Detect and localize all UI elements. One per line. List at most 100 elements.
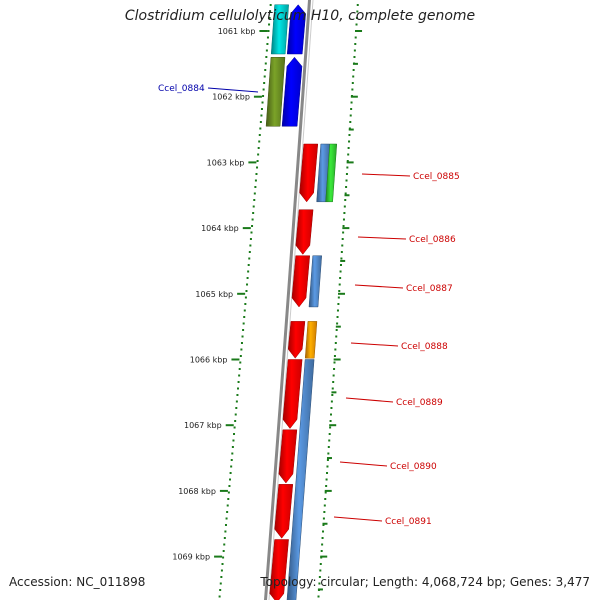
ring-dot bbox=[340, 251, 343, 253]
ring-dot bbox=[254, 179, 257, 182]
ring-dot bbox=[330, 407, 333, 409]
ring-dot bbox=[259, 127, 262, 130]
gene-label[interactable]: Ccel_0888 bbox=[401, 342, 448, 352]
ring-dot bbox=[223, 543, 226, 546]
gene-feature-red[interactable] bbox=[291, 255, 311, 308]
gene-label[interactable]: Ccel_0891 bbox=[385, 517, 432, 527]
ring-dot bbox=[329, 426, 332, 429]
ring-dot bbox=[246, 283, 249, 286]
tick-label: 1067 kbp bbox=[184, 421, 222, 430]
ring-dot bbox=[229, 472, 232, 474]
ring-dot bbox=[346, 160, 349, 162]
tick-mark bbox=[335, 325, 341, 328]
ring-dot bbox=[347, 147, 350, 149]
backbone-line bbox=[263, 0, 312, 600]
ring-dot bbox=[220, 569, 223, 572]
ring-dot bbox=[219, 589, 222, 591]
ring-dot bbox=[318, 582, 321, 585]
gene-feature-red[interactable] bbox=[299, 143, 319, 203]
ring-dot bbox=[350, 101, 353, 104]
ring-dot bbox=[325, 485, 328, 487]
ring-dot bbox=[222, 556, 225, 559]
callout-line bbox=[361, 173, 411, 177]
ring-dot bbox=[328, 439, 331, 442]
ring-dot bbox=[349, 114, 352, 117]
tick-label: 1068 kbp bbox=[178, 487, 216, 496]
ring-dot bbox=[238, 374, 241, 377]
tick-mark bbox=[344, 194, 350, 197]
ring-dot bbox=[333, 368, 336, 370]
gene-label[interactable]: Ccel_0887 bbox=[406, 284, 453, 294]
gene-label[interactable]: Ccel_0884 bbox=[158, 84, 205, 94]
gene-feature-red[interactable] bbox=[278, 429, 298, 484]
ring-dot bbox=[322, 517, 325, 520]
ring-dot bbox=[255, 173, 258, 175]
ring-dot bbox=[237, 387, 240, 390]
ring-dot bbox=[229, 478, 232, 481]
gene-label[interactable]: Ccel_0885 bbox=[413, 172, 460, 182]
gene-feature-steelblue[interactable] bbox=[286, 359, 315, 600]
ring-dot bbox=[332, 381, 335, 383]
tick-mark bbox=[346, 161, 354, 164]
ring-dot bbox=[324, 491, 327, 494]
gene-features bbox=[265, 4, 338, 600]
ring-dot bbox=[230, 459, 233, 461]
gene-feature-olive[interactable] bbox=[265, 57, 286, 127]
tick-mark bbox=[350, 95, 358, 98]
ring-dot bbox=[249, 238, 252, 240]
ring-dot bbox=[334, 348, 337, 351]
ring-dot bbox=[240, 348, 243, 351]
ring-dot bbox=[322, 530, 325, 533]
callout-line bbox=[345, 397, 394, 403]
ring-dot bbox=[235, 400, 238, 403]
gene-feature-blue[interactable] bbox=[286, 4, 306, 55]
ring-dot bbox=[231, 452, 234, 455]
gene-feature-orange[interactable] bbox=[304, 321, 318, 359]
ring-dot bbox=[241, 335, 244, 338]
tick-label: 1061 kbp bbox=[218, 27, 256, 36]
gene-label[interactable]: Ccel_0886 bbox=[409, 235, 456, 245]
ring-dot bbox=[352, 69, 355, 71]
ring-dot bbox=[243, 309, 246, 312]
gene-label[interactable]: Ccel_0889 bbox=[396, 398, 443, 408]
ring-dot bbox=[336, 322, 339, 325]
ring-dot bbox=[348, 140, 351, 143]
ring-dot bbox=[354, 43, 357, 45]
ring-dot bbox=[262, 95, 265, 97]
callout-line bbox=[207, 87, 259, 93]
ring-dot bbox=[339, 277, 342, 279]
gene-feature-steelblue[interactable] bbox=[308, 255, 323, 308]
gene-feature-red[interactable] bbox=[269, 539, 289, 600]
tick-mark bbox=[324, 489, 332, 492]
ring-dot bbox=[226, 504, 229, 507]
tick-mark bbox=[333, 358, 341, 361]
ring-dot bbox=[249, 244, 252, 247]
ring-dot bbox=[327, 452, 330, 455]
gene-feature-blue[interactable] bbox=[281, 56, 303, 127]
gene-feature-cyan[interactable] bbox=[270, 4, 289, 55]
tick-mark bbox=[326, 457, 332, 460]
gene-feature-red[interactable] bbox=[295, 209, 314, 255]
ring-dot bbox=[265, 56, 268, 58]
ring-dot bbox=[242, 329, 245, 331]
ring-dot bbox=[325, 478, 328, 481]
map-title: Clostridium cellulolyticum H10, complete… bbox=[124, 8, 476, 24]
ring-dot bbox=[239, 361, 242, 364]
ring-dot bbox=[345, 179, 348, 182]
gene-feature-green[interactable] bbox=[325, 143, 338, 203]
ring-dot bbox=[343, 205, 346, 208]
gene-feature-red[interactable] bbox=[287, 321, 306, 359]
ring-dot bbox=[264, 62, 267, 65]
ring-dot bbox=[317, 595, 320, 598]
gene-label[interactable]: Ccel_0890 bbox=[390, 462, 437, 472]
ring-dot bbox=[239, 355, 242, 357]
ring-dot bbox=[251, 225, 254, 227]
gene-feature-red[interactable] bbox=[274, 484, 294, 539]
ring-dot bbox=[326, 459, 329, 461]
ring-dot bbox=[263, 82, 266, 84]
gene-feature-red[interactable] bbox=[282, 359, 303, 429]
ring-dot bbox=[327, 446, 330, 448]
ring-dot bbox=[261, 101, 264, 104]
ring-dot bbox=[333, 355, 336, 357]
ring-dot bbox=[264, 69, 267, 71]
